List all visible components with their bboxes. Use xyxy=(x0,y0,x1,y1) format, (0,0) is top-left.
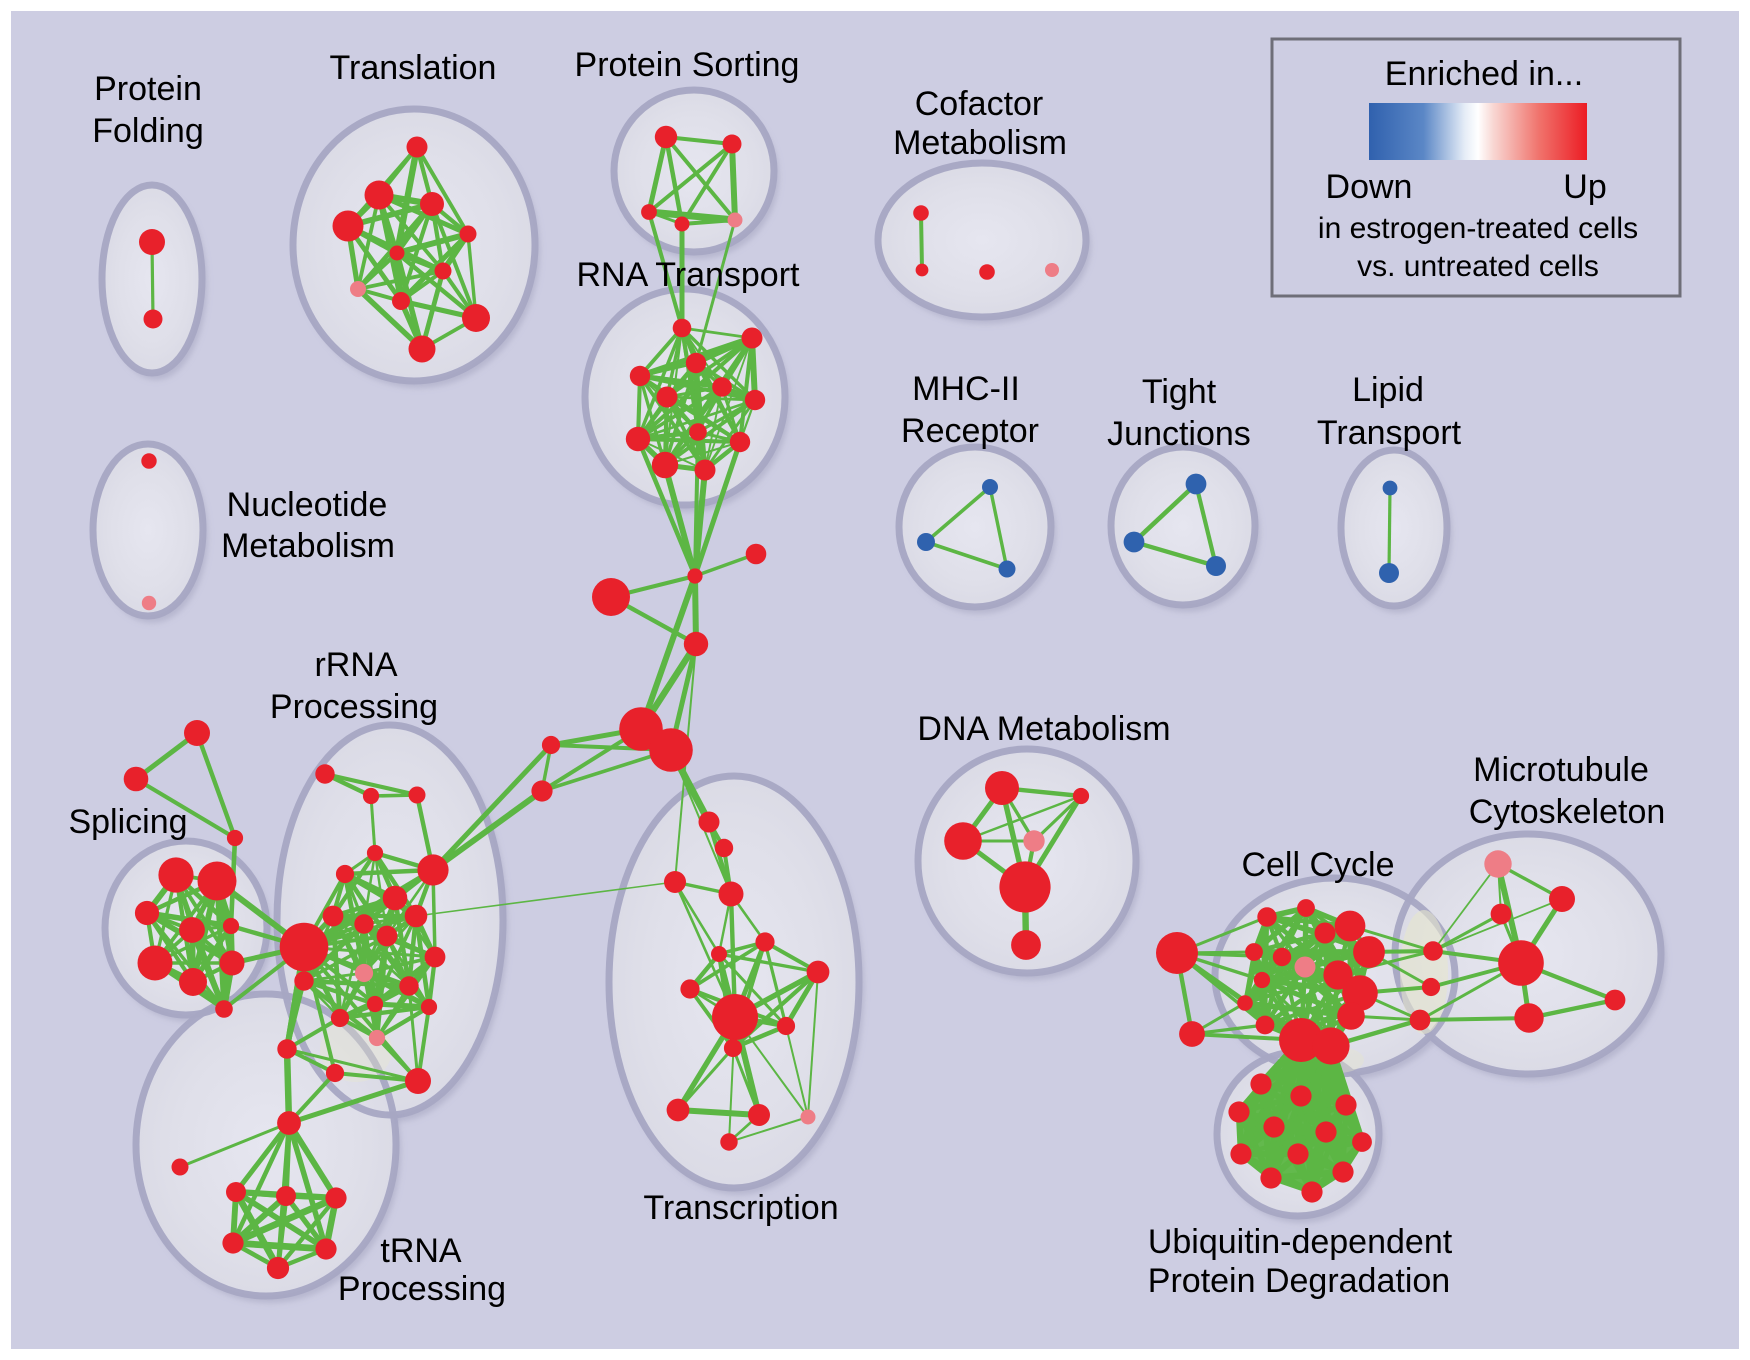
svg-text:Enriched in...: Enriched in... xyxy=(1385,55,1583,93)
svg-text:Transport: Transport xyxy=(1317,414,1462,452)
svg-text:Cell Cycle: Cell Cycle xyxy=(1241,846,1394,884)
svg-text:Protein Sorting: Protein Sorting xyxy=(575,46,800,84)
svg-text:Splicing: Splicing xyxy=(68,803,187,841)
svg-text:Protein: Protein xyxy=(94,70,202,108)
svg-text:Junctions: Junctions xyxy=(1107,415,1251,453)
svg-text:Metabolism: Metabolism xyxy=(221,527,395,565)
svg-text:Transcription: Transcription xyxy=(643,1189,838,1227)
svg-text:Processing: Processing xyxy=(338,1270,506,1308)
svg-text:DNA Metabolism: DNA Metabolism xyxy=(917,710,1170,748)
svg-text:Metabolism: Metabolism xyxy=(893,124,1067,162)
svg-text:Down: Down xyxy=(1326,168,1413,206)
svg-text:Processing: Processing xyxy=(270,688,438,726)
svg-text:Folding: Folding xyxy=(92,112,204,150)
svg-text:Tight: Tight xyxy=(1142,373,1217,411)
svg-text:Protein Degradation: Protein Degradation xyxy=(1148,1262,1450,1300)
svg-text:Microtubule: Microtubule xyxy=(1473,751,1649,789)
svg-text:Cofactor: Cofactor xyxy=(915,85,1044,123)
svg-text:Up: Up xyxy=(1563,168,1606,206)
svg-text:Translation: Translation xyxy=(330,49,497,87)
svg-text:tRNA: tRNA xyxy=(380,1232,462,1270)
svg-text:Receptor: Receptor xyxy=(901,412,1039,450)
svg-text:vs. untreated cells: vs. untreated cells xyxy=(1357,250,1599,283)
svg-text:in estrogen-treated cells: in estrogen-treated cells xyxy=(1318,212,1638,245)
svg-text:Cytoskeleton: Cytoskeleton xyxy=(1469,793,1666,831)
svg-text:RNA Transport: RNA Transport xyxy=(577,256,801,294)
svg-text:Nucleotide: Nucleotide xyxy=(227,486,388,524)
svg-text:Lipid: Lipid xyxy=(1352,371,1424,409)
svg-text:Ubiquitin-dependent: Ubiquitin-dependent xyxy=(1148,1223,1453,1261)
svg-text:rRNA: rRNA xyxy=(314,646,397,684)
svg-text:MHC-II: MHC-II xyxy=(912,370,1020,408)
